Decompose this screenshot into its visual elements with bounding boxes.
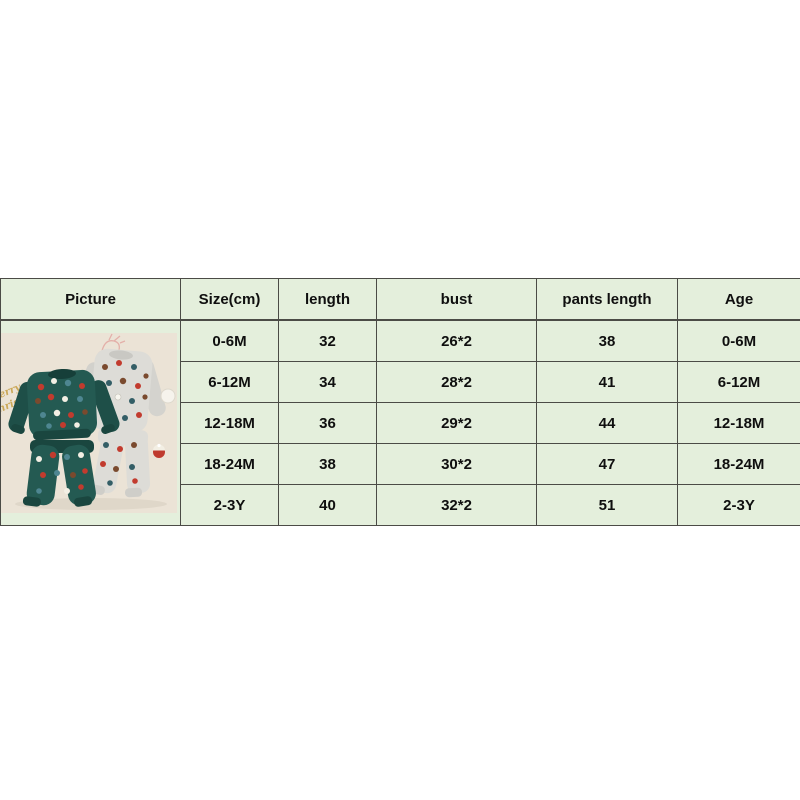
cell-age: 6-12M [677, 361, 800, 403]
column-header-length: length [278, 278, 377, 321]
cell-age: 0-6M [677, 319, 800, 362]
table-row: 12-18M 36 29*2 44 12-18M [1, 402, 800, 444]
cell-pants-length: 47 [536, 443, 678, 485]
column-header-pants-length: pants length [536, 278, 678, 321]
teal-pants [22, 440, 96, 507]
cell-age: 2-3Y [677, 484, 800, 526]
column-header-picture: Picture [0, 278, 181, 321]
cell-length: 38 [278, 443, 377, 485]
size-chart-table: Picture Size(cm) length bust pants lengt… [0, 278, 800, 526]
cell-length: 36 [278, 402, 377, 444]
cell-pants-length: 41 [536, 361, 678, 403]
cell-pants-length: 51 [536, 484, 678, 526]
cell-age: 18-24M [677, 443, 800, 485]
cell-size: 12-18M [180, 402, 279, 444]
cell-size: 2-3Y [180, 484, 279, 526]
size-chart-body: Merry Christmas [0, 319, 800, 526]
table-row: 2-3Y 40 32*2 51 2-3Y [1, 484, 800, 526]
product-photo-cell: Merry Christmas [0, 319, 181, 526]
cell-pants-length: 44 [536, 402, 678, 444]
grey-pants-print-dots [100, 442, 138, 486]
cell-length: 34 [278, 361, 377, 403]
cell-bust: 29*2 [376, 402, 537, 444]
size-chart-header: Picture Size(cm) length bust pants lengt… [0, 278, 800, 321]
table-row: Merry Christmas [0, 319, 800, 526]
teal-outfit [8, 368, 120, 507]
cell-size: 0-6M [180, 319, 279, 362]
teal-sweatshirt [8, 368, 120, 441]
teal-pants-print-dots [36, 451, 88, 494]
column-header-bust: bust [376, 278, 537, 321]
table-row: 6-12M 34 28*2 41 6-12M [1, 361, 800, 403]
cell-size: 6-12M [180, 361, 279, 403]
header-row: Picture Size(cm) length bust pants lengt… [0, 278, 800, 321]
table-row: 18-24M 38 30*2 47 18-24M [1, 443, 800, 485]
cell-age: 12-18M [677, 402, 800, 444]
cell-size: 18-24M [180, 443, 279, 485]
santa-ornament-icon [153, 443, 165, 458]
cell-length: 40 [278, 484, 377, 526]
column-header-age: Age [677, 278, 800, 321]
cell-length: 32 [278, 319, 377, 362]
cell-pants-length: 38 [536, 319, 678, 362]
column-header-size: Size(cm) [180, 278, 279, 321]
pom-ornament-icon [160, 388, 176, 404]
cell-bust: 26*2 [376, 319, 537, 362]
teal-print-dots [35, 378, 88, 429]
product-photo: Merry Christmas [1, 333, 177, 513]
cell-bust: 28*2 [376, 361, 537, 403]
cell-bust: 32*2 [376, 484, 537, 526]
cell-bust: 30*2 [376, 443, 537, 485]
